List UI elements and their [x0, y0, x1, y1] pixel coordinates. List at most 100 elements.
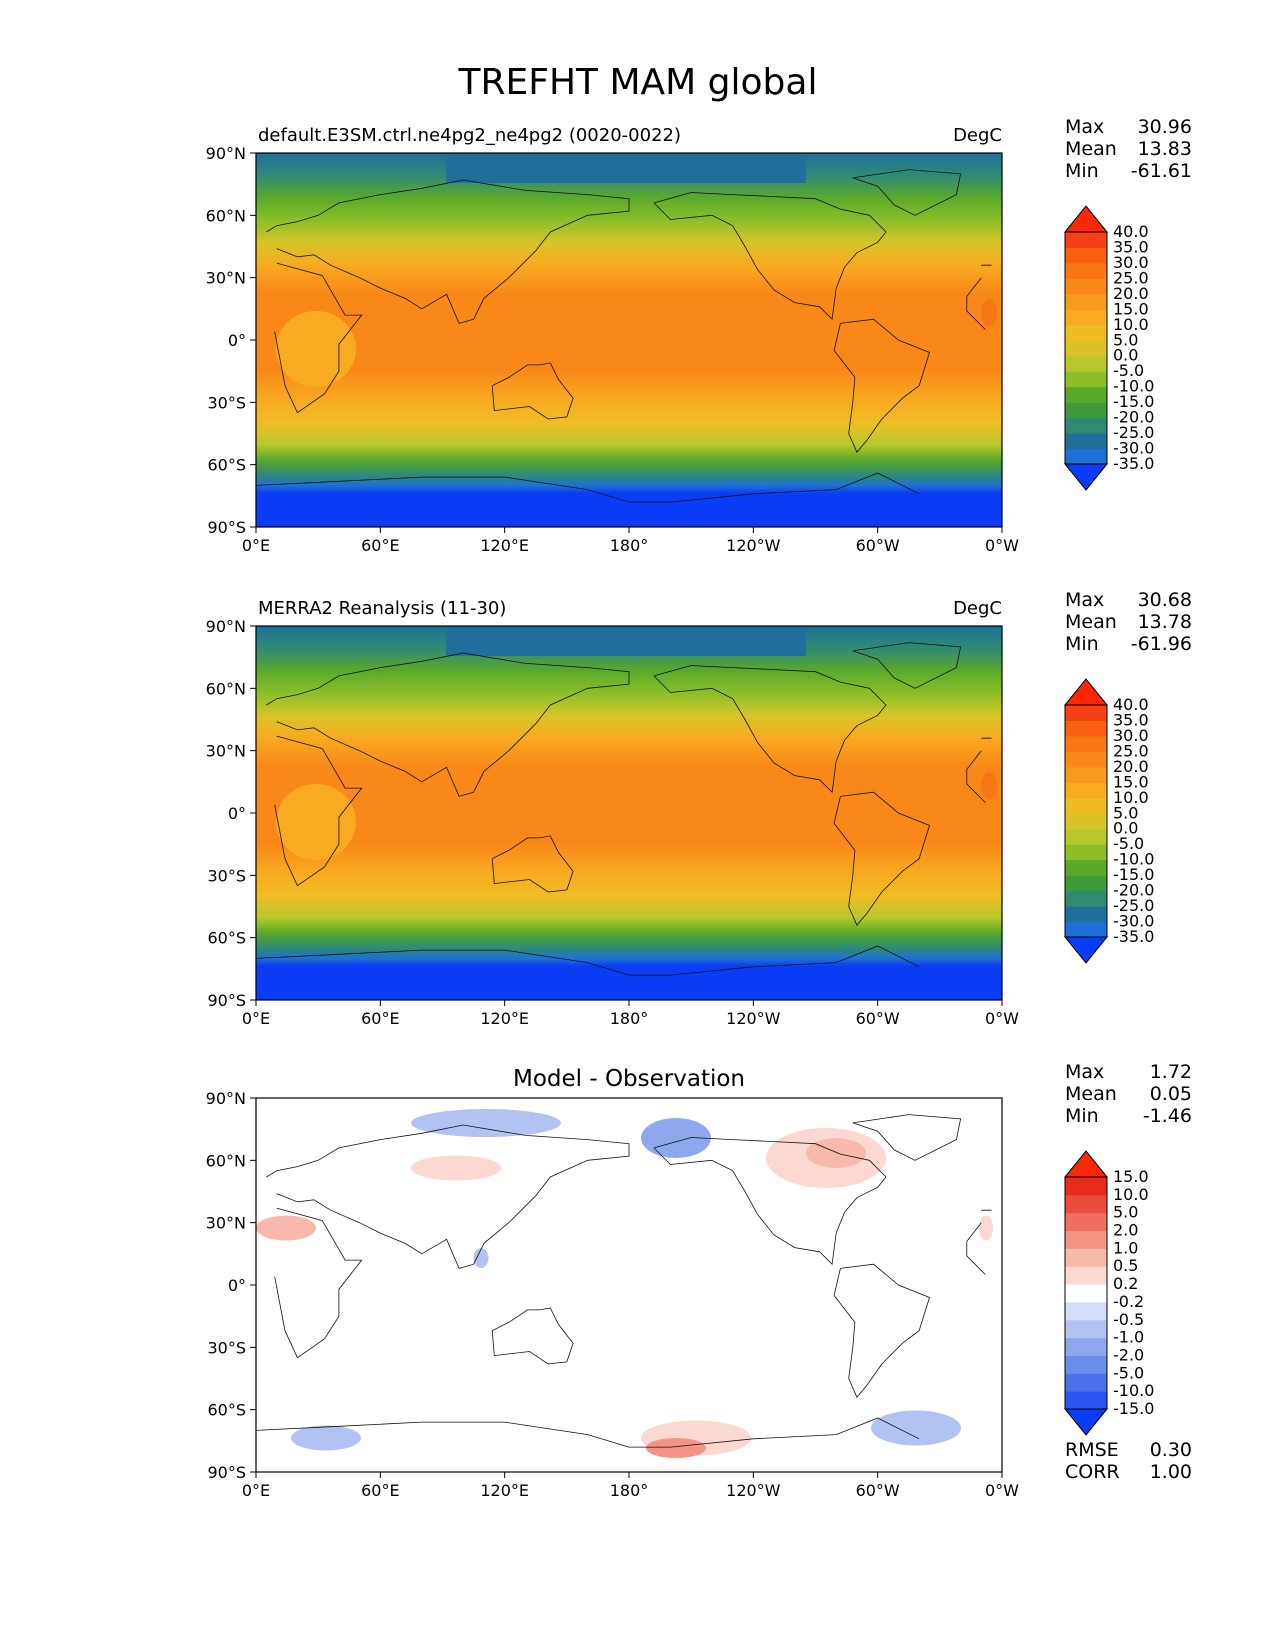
colorbar-band: [1065, 844, 1107, 861]
panel-units: DegC: [953, 125, 1002, 146]
colorbar-tick-label: -10.0: [1113, 850, 1154, 869]
colorbar-tick-label: -1.0: [1113, 1328, 1144, 1347]
colorbar-tick-label: 5.0: [1113, 330, 1138, 349]
coastline: [256, 1417, 920, 1448]
warm-bias-sahara: [256, 1215, 316, 1241]
colorbar-frame: [1064, 704, 1108, 938]
colorbar-band: [1065, 735, 1107, 752]
colorbar-tick-label: -15.0: [1113, 392, 1154, 411]
panel-title: Model - Observation: [513, 1066, 745, 1092]
colorbar-band: [1065, 720, 1107, 737]
colorbar-tick-label: 30.0: [1113, 253, 1149, 272]
stats-2: Max 30.68 Mean 13.78 Min -61.96: [1065, 589, 1192, 655]
map-plot-area: [256, 1098, 1002, 1472]
colorbar-extend-low: [1063, 1408, 1109, 1436]
colorbar-band: [1065, 309, 1107, 326]
x-tick-label: 120°E: [480, 1009, 529, 1028]
map-panel-2: MERRA2 Reanalysis (11-30) DegC 0°E 60°E 120°…: [206, 598, 1020, 1028]
colorbar-tick-label: 20.0: [1113, 284, 1149, 303]
colorbar-tick-label: 15.0: [1113, 299, 1149, 318]
colorbar-band: [1065, 402, 1107, 419]
african-warm-region: [276, 784, 356, 860]
colorbar-tick-label: -15.0: [1113, 1399, 1154, 1418]
stats-3: Max 1.72 Mean 0.05 Min -1.46 RMSE 0.30 CORR 1.00: [1065, 1061, 1192, 1483]
warm-bias-asia: [411, 1155, 501, 1181]
x-tick-label: 120°E: [480, 1481, 529, 1500]
colorbar-2: -35.0-30.0-25.0-20.0-15.0-10.0-5.00.05.0…: [1063, 678, 1154, 964]
x-tick-label: 120°W: [726, 1481, 781, 1500]
colorbar-band: [1065, 1319, 1107, 1339]
colorbar-tick-label: -0.2: [1113, 1292, 1144, 1311]
colorbar-extend-high: [1063, 678, 1109, 706]
y-tick-label: 90°N: [206, 144, 246, 163]
colorbar-band: [1065, 828, 1107, 845]
y-tick-label: 60°N: [206, 679, 246, 698]
stat-label: Mean: [1065, 138, 1117, 160]
warm-bias-ross: [646, 1438, 706, 1458]
colorbar-tick-label: 35.0: [1113, 237, 1149, 256]
colorbar-tick-label: 30.0: [1113, 726, 1149, 745]
colorbar-tick-label: -10.0: [1113, 1381, 1154, 1400]
colorbar-band: [1065, 355, 1107, 372]
arctic-cold-region: [446, 153, 806, 183]
coastline: [653, 665, 887, 794]
colorbar-tick-label: -25.0: [1113, 423, 1154, 442]
map-plot-area: [256, 153, 1002, 527]
colorbar-tick-label: 5.0: [1113, 803, 1138, 822]
y-tick-label: 0°: [228, 804, 246, 823]
stat-label: Min: [1065, 160, 1099, 182]
panel-title: default.E3SM.ctrl.ne4pg2_ne4pg2 (0020-00…: [258, 125, 681, 146]
figure-title: TREFHT MAM global: [458, 62, 818, 103]
temperature-field: [256, 153, 1002, 527]
colorbar-tick-label: -20.0: [1113, 881, 1154, 900]
colorbar-extend-low: [1063, 463, 1109, 491]
coastline: [266, 179, 992, 324]
colorbar-band: [1065, 433, 1107, 450]
stat-value: 30.68: [1138, 589, 1192, 611]
corr-label: CORR: [1065, 1461, 1120, 1483]
colorbar-tick-label: -35.0: [1113, 454, 1154, 473]
colorbar-band: [1065, 1230, 1107, 1249]
colorbar-band: [1065, 751, 1107, 768]
x-tick-label: 120°W: [726, 1009, 781, 1028]
colorbar-band: [1065, 386, 1107, 403]
colorbar-tick-label: 0.5: [1113, 1256, 1138, 1275]
colorbar-tick-label: 20.0: [1113, 757, 1149, 776]
colorbar-band: [1065, 890, 1107, 907]
x-tick-label: 60°E: [361, 1009, 399, 1028]
x-tick-label: 60°E: [361, 1481, 399, 1500]
cold-bias-arctic: [411, 1109, 561, 1137]
colorbar-band: [1065, 1284, 1107, 1303]
stat-value: 1.72: [1150, 1061, 1192, 1083]
coastline: [256, 945, 920, 976]
coastline: [833, 791, 930, 926]
colorbar-band: [1065, 921, 1107, 938]
colorbar-band: [1065, 875, 1107, 892]
warm-bias-canada: [806, 1138, 866, 1168]
y-tick-label: 0°: [228, 331, 246, 350]
colorbar-tick-label: -10.0: [1113, 377, 1154, 396]
x-tick-label: 0°W: [985, 536, 1019, 555]
y-tick-label: 60°S: [207, 1401, 246, 1420]
coastline: [653, 1137, 887, 1266]
cold-bias-antarctic-east: [291, 1425, 361, 1451]
map-panel-1: default.E3SM.ctrl.ne4pg2_ne4pg2 (0020-00…: [206, 125, 1020, 555]
stat-value: 13.83: [1138, 138, 1192, 160]
panel-title: MERRA2 Reanalysis (11-30): [258, 598, 506, 619]
colorbar-tick-label: 2.0: [1113, 1221, 1138, 1240]
colorbar-extend-high: [1063, 1150, 1109, 1178]
colorbar-tick-label: 15.0: [1113, 772, 1149, 791]
x-tick-label: 60°E: [361, 536, 399, 555]
colorbar-band: [1065, 813, 1107, 830]
stat-label: Min: [1065, 1105, 1099, 1127]
colorbar-band: [1065, 448, 1107, 465]
cold-bias-antarctic-west: [871, 1410, 961, 1446]
coastline: [491, 1307, 574, 1365]
stat-value: -61.96: [1131, 633, 1192, 655]
colorbar-tick-label: 10.0: [1113, 1185, 1149, 1204]
coastline: [833, 1263, 930, 1398]
colorbar-band: [1065, 371, 1107, 388]
coastline: [274, 735, 986, 887]
coastline: [852, 642, 962, 689]
arctic-cold-region: [446, 626, 806, 656]
